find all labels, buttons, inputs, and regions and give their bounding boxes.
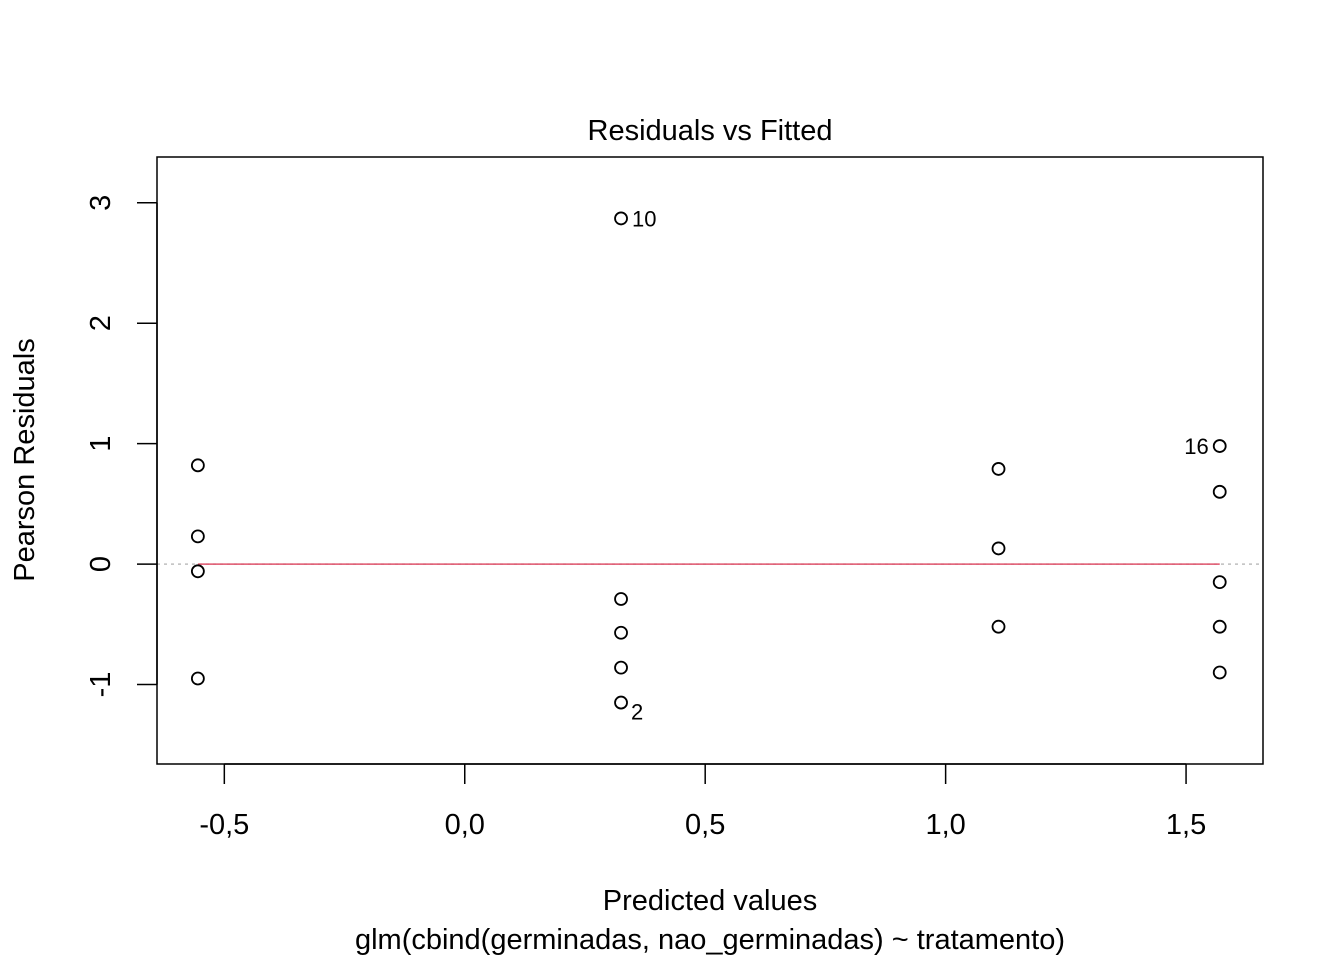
chart-title: Residuals vs Fitted xyxy=(588,115,833,147)
y-axis: -1 0 1 2 3 xyxy=(85,195,158,698)
data-point xyxy=(190,564,205,579)
point-label: 2 xyxy=(631,700,643,725)
data-point xyxy=(614,695,628,710)
point-label: 10 xyxy=(632,206,656,231)
data-point xyxy=(1212,619,1227,634)
x-tick-label: 1,5 xyxy=(1166,809,1206,841)
data-point xyxy=(1212,484,1227,499)
y-tick-label: 1 xyxy=(85,436,117,452)
y-axis-label: Pearson Residuals xyxy=(9,338,41,581)
data-point xyxy=(190,458,205,473)
data-point xyxy=(614,211,628,226)
point-label: 16 xyxy=(1184,434,1208,459)
data-point xyxy=(614,592,628,606)
data-point xyxy=(190,671,205,686)
plot-area: 10 2 16 xyxy=(157,206,1263,725)
y-tick-label: 2 xyxy=(85,315,117,331)
data-point xyxy=(991,619,1006,634)
x-axis: -0,5 0,0 0,5 1,0 1,5 xyxy=(199,763,1206,841)
data-point xyxy=(190,529,205,544)
data-point xyxy=(614,660,628,675)
x-tick-label: 0,0 xyxy=(445,809,485,841)
x-tick-label: -0,5 xyxy=(199,809,249,841)
data-point xyxy=(991,541,1006,556)
y-tick-label: 0 xyxy=(85,556,117,572)
data-point xyxy=(1212,439,1227,453)
data-point xyxy=(1212,665,1227,680)
x-axis-label: Predicted values xyxy=(603,885,817,917)
y-tick-label: -1 xyxy=(85,672,117,698)
x-tick-label: 1,0 xyxy=(925,809,965,841)
plot-frame xyxy=(156,156,1264,765)
data-point xyxy=(614,625,628,640)
data-point xyxy=(1212,575,1227,590)
x-tick-label: 0,5 xyxy=(685,809,725,841)
data-point xyxy=(991,462,1006,476)
y-tick-label: 3 xyxy=(85,195,117,211)
model-formula-label: glm(cbind(germinadas, nao_germinadas) ~ … xyxy=(355,924,1065,956)
